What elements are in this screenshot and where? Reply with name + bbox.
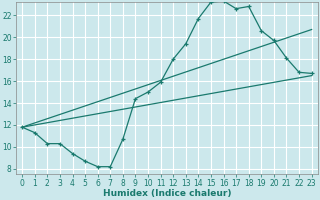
X-axis label: Humidex (Indice chaleur): Humidex (Indice chaleur) [103,189,231,198]
